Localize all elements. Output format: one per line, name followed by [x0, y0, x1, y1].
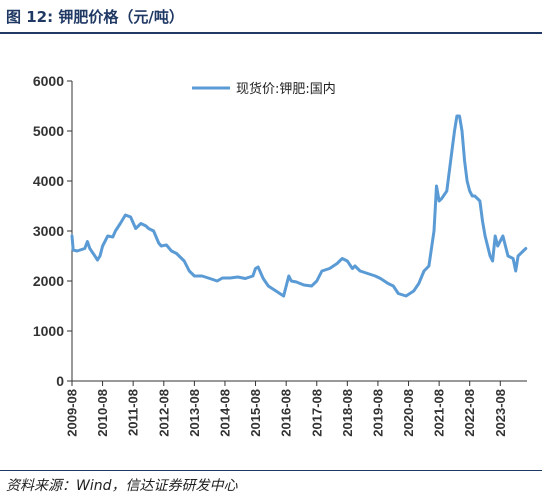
y-tick-label: 1000 — [33, 323, 64, 339]
x-tick-label: 2015-08 — [248, 389, 263, 437]
figure-label: 图 12: — [6, 8, 54, 26]
x-tick-label: 2022-08 — [462, 389, 477, 437]
x-tick-label: 2012-08 — [156, 389, 171, 437]
price-line-chart: 0 1000 2000 3000 4000 5000 6000 2009-08 2010-08… — [33, 73, 528, 437]
y-tick-label: 4000 — [33, 173, 64, 189]
title-divider — [0, 32, 542, 34]
y-tick-label: 3000 — [33, 223, 64, 239]
x-tick-label: 2011-08 — [126, 389, 141, 436]
source-note: 资料来源：Wind，信达证券研发中心 — [6, 478, 238, 494]
y-axis: 0 1000 2000 3000 4000 5000 6000 — [33, 73, 73, 389]
x-tick-label: 2020-08 — [401, 389, 416, 437]
x-axis: 2009-08 2010-08 2011-08 2012-08 2013-08 2014-… — [65, 380, 527, 437]
figure-title: 图 12: 钾肥价格（元/吨） — [6, 6, 184, 27]
x-tick-label: 2019-08 — [370, 389, 385, 437]
x-tick-label: 2009-08 — [65, 389, 80, 437]
figure-title-text: 钾肥价格（元/吨） — [58, 8, 184, 26]
series-line-0 — [70, 114, 528, 298]
x-tick-label: 2013-08 — [187, 389, 202, 437]
x-tick-label: 2010-08 — [95, 389, 110, 437]
y-tick-label: 0 — [56, 373, 64, 389]
series-layer — [70, 114, 528, 298]
legend-label: 现货价:钾肥:国内 — [236, 81, 336, 97]
y-tick-label: 2000 — [33, 273, 64, 289]
x-tick-label: 2023-08 — [493, 389, 508, 437]
x-tick-label: 2021-08 — [432, 389, 447, 437]
source-divider — [0, 470, 542, 471]
legend: 现货价:钾肥:国内 — [192, 81, 336, 97]
y-tick-label: 6000 — [33, 73, 64, 89]
x-tick-label: 2018-08 — [340, 389, 355, 437]
x-tick-label: 2016-08 — [279, 389, 294, 437]
x-tick-label: 2017-08 — [309, 389, 324, 437]
x-tick-label: 2014-08 — [217, 389, 232, 437]
y-tick-label: 5000 — [33, 123, 64, 139]
